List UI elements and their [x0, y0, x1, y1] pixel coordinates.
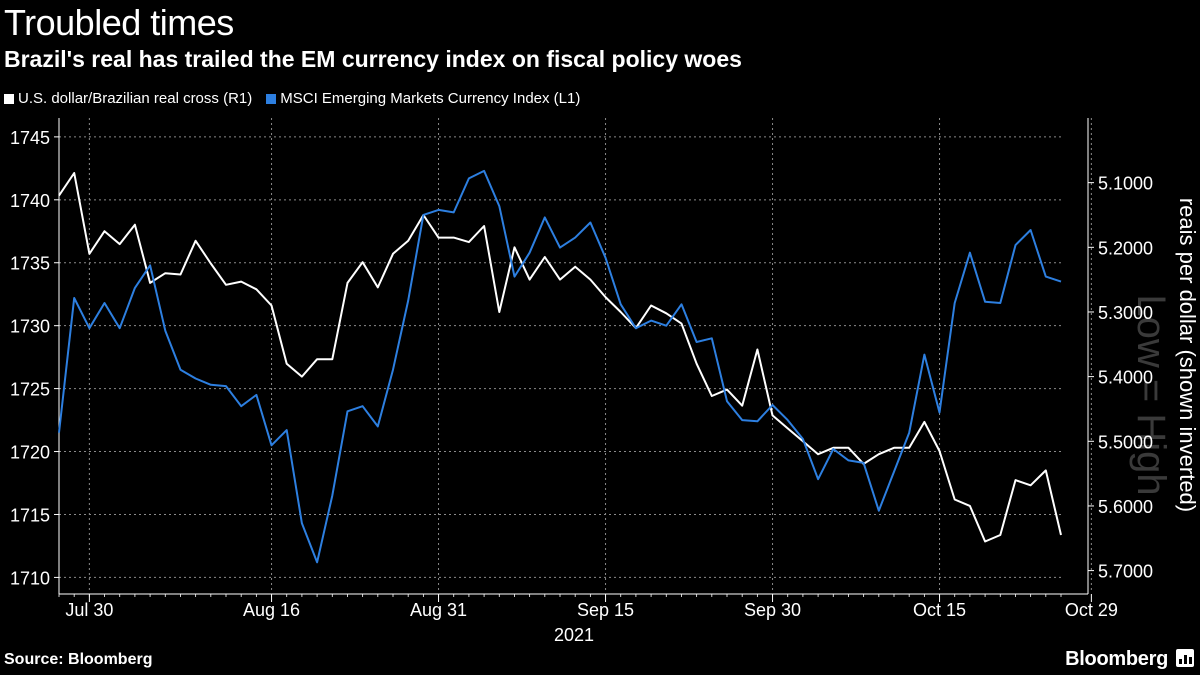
right-tick-label: 5.5000: [1098, 432, 1153, 452]
legend-swatch-usdbrl: [4, 93, 14, 104]
bloomberg-terminal-icon: [1176, 649, 1194, 667]
left-tick-label: 1730: [10, 317, 50, 337]
left-tick-label: 1740: [10, 191, 50, 211]
series-line-msci: [58, 169, 1062, 564]
right-tick-label: 5.6000: [1098, 497, 1153, 517]
watermark-low-high: Low = High: [1129, 294, 1173, 495]
year-label: 2021: [554, 625, 594, 645]
source-note: Source: Bloomberg: [4, 651, 153, 668]
x-tick-label: Sep 15: [577, 600, 634, 620]
left-tick-label: 1735: [10, 254, 50, 274]
legend-swatch-msci: [266, 93, 277, 104]
right-tick-label: 5.4000: [1098, 368, 1153, 388]
series-line-usdbrl: [58, 172, 1062, 543]
x-tick-label: Oct 29: [1065, 600, 1118, 620]
left-tick-label: 1710: [10, 568, 50, 588]
bloomberg-logo-text: Bloomberg: [1065, 648, 1168, 670]
x-tick-label: Sep 30: [744, 600, 801, 620]
axes: [54, 118, 1094, 602]
left-tick-label: 1745: [10, 128, 50, 148]
tick-labels: 1710 1715 1720 1725 1730 1735 1740 1745 5.1000 5.…: [10, 128, 1153, 620]
right-tick-label: 5.3000: [1098, 303, 1153, 323]
legend-item-usdbrl: U.S. dollar/Brazilian real cross (R1): [4, 90, 252, 107]
right-tick-label: 5.2000: [1098, 238, 1153, 258]
legend-label-msci: MSCI Emerging Markets Currency Index (L1…: [280, 90, 581, 107]
right-axis-title: reais per dollar (shown inverted): [1175, 198, 1200, 512]
legend: U.S. dollar/Brazilian real cross (R1) MS…: [4, 90, 580, 107]
x-tick-label: Oct 15: [913, 600, 966, 620]
right-tick-label: 5.7000: [1098, 562, 1153, 582]
chart-subtitle: Brazil's real has trailed the EM currenc…: [4, 46, 742, 72]
x-tick-label: Jul 30: [65, 600, 113, 620]
series-lines: [58, 169, 1062, 564]
legend-item-msci: MSCI Emerging Markets Currency Index (L1…: [266, 90, 580, 107]
x-tick-label: Aug 16: [243, 600, 300, 620]
x-tick-label: Aug 31: [410, 600, 467, 620]
left-tick-label: 1720: [10, 443, 50, 463]
chart-title: Troubled times: [4, 2, 234, 43]
right-tick-label: 5.1000: [1098, 174, 1153, 194]
legend-label-usdbrl: U.S. dollar/Brazilian real cross (R1): [18, 90, 253, 107]
left-tick-label: 1725: [10, 380, 50, 400]
grid-lines: [59, 118, 1092, 590]
left-tick-label: 1715: [10, 505, 50, 525]
